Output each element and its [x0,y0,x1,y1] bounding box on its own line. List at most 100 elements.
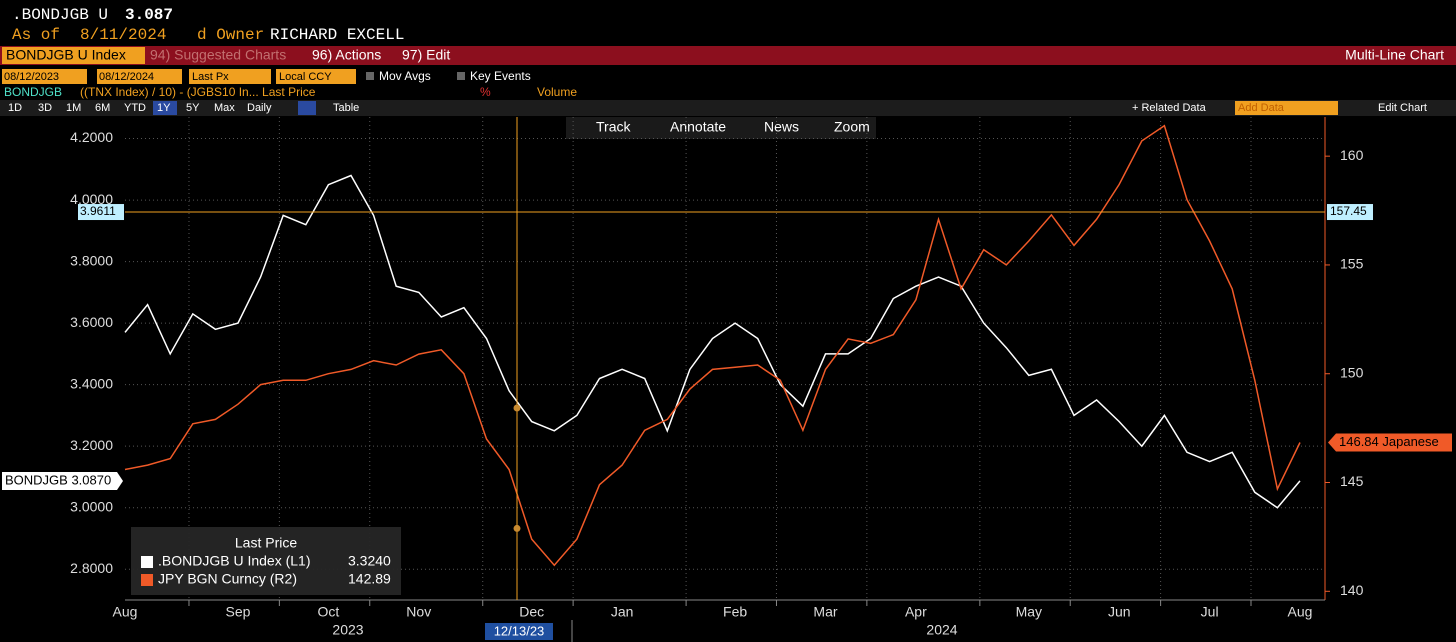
y2-tick-label: 155 [1340,256,1364,272]
series-line [124,174,1301,509]
end-label: 146.84 Japanese [1339,434,1439,449]
menu-item[interactable]: 94) Suggested Charts [150,47,286,63]
field[interactable]: Last Px [192,71,229,83]
period[interactable]: 1Y [157,102,171,114]
study-name: BONDJGB [4,85,62,99]
x-tick-label: May [1016,604,1042,620]
line-style[interactable] [298,101,316,115]
checkbox[interactable] [457,72,465,80]
menu-item[interactable]: 96) Actions [312,47,381,63]
period[interactable]: 3D [38,102,52,114]
y2-tick-label: 140 [1340,582,1364,598]
legend-entry: JPY BGN Curncy (R2) [158,571,297,587]
study-formula: ((TNX Index) / 10) - (JGBS10 In... Last … [80,85,316,99]
period[interactable]: Max [214,102,235,114]
security[interactable]: BONDJGB U Index [6,47,126,63]
tool[interactable]: Track [596,119,631,135]
tool[interactable]: Annotate [670,119,726,135]
x-tick-label: Feb [723,604,747,620]
frequency[interactable]: Daily [247,102,272,114]
crosshair-x-box [485,623,553,640]
crosshair-y-box [78,204,124,221]
legend-value: 142.89 [348,571,391,587]
date-field[interactable] [2,69,87,84]
x-tick-label: Oct [317,604,339,620]
y-tick-label: 3.4000 [70,375,113,391]
owner-label: d Owner [197,26,264,44]
y-tick-label: 3.8000 [70,252,113,268]
end-box [2,471,123,490]
y-tick-label: 4.2000 [70,129,113,145]
end-date[interactable]: 08/12/2024 [99,71,154,83]
field-select[interactable] [189,69,271,84]
x-tick-label: Jul [1201,604,1219,620]
crosshair-y2-box [1327,204,1373,221]
legend-swatch [141,574,153,586]
tool[interactable]: Zoom [834,119,870,135]
edit-chart[interactable]: Edit Chart [1378,102,1427,114]
as-of-label: As of [12,26,60,44]
period[interactable]: 6M [95,102,110,114]
ticker: .BONDJGB U [12,6,108,24]
legend-entry: .BONDJGB U Index (L1) [158,553,311,569]
security-field[interactable] [2,47,145,64]
add-data[interactable]: Add Data [1238,102,1285,114]
series-line [124,124,1301,567]
tool[interactable]: News [764,119,799,135]
legend-box [131,527,401,595]
year-label: 2024 [926,622,957,638]
x-tick-label: Apr [905,604,927,620]
legend-title: Last Price [235,535,297,551]
table[interactable]: Table [333,102,359,114]
end-label: BONDJGB 3.0870 [5,472,111,487]
legend-value: 3.3240 [348,553,391,569]
menu-item[interactable]: 97) Edit [402,47,450,63]
x-tick-label: Aug [1288,604,1313,620]
checkbox[interactable] [366,72,374,80]
crosshair-dot [513,404,521,412]
x-tick-label: Mar [813,604,837,620]
period-active [153,101,177,115]
x-tick-label: Dec [519,604,544,620]
year-label: 2023 [332,622,363,638]
as-of-date: 8/11/2024 [80,26,166,44]
y2-tick-label: 160 [1340,147,1364,163]
period[interactable]: 1M [66,102,81,114]
mov-avgs[interactable]: Mov Avgs [379,69,431,83]
crosshair-x-label: 12/13/23 [494,623,545,638]
date-field[interactable] [97,69,182,84]
x-tick-label: Aug [113,604,138,620]
period[interactable]: 5Y [186,102,200,114]
y2-tick-label: 150 [1340,364,1364,380]
period[interactable]: 1D [8,102,22,114]
related-data[interactable]: + Related Data [1132,102,1207,114]
x-tick-label: Nov [406,604,431,620]
percent: % [480,85,491,99]
start-date[interactable]: 08/12/2023 [4,71,59,83]
x-tick-label: Jun [1108,604,1131,620]
last-value: 3.087 [125,6,173,24]
y-tick-label: 3.6000 [70,314,113,330]
tool-bar [566,117,876,139]
add-data-field[interactable] [1235,101,1338,115]
ccy-select[interactable] [276,69,356,84]
y-tick-label: 2.8000 [70,560,113,576]
crosshair-y-label: 3.9611 [80,204,116,218]
currency[interactable]: Local CCY [279,71,332,83]
end-box [1328,433,1452,452]
chart-kind: Multi-Line Chart [1345,47,1444,63]
toolbar [0,100,1456,116]
y-tick-label: 3.0000 [70,498,113,514]
key-events[interactable]: Key Events [470,69,531,83]
period[interactable]: YTD [124,102,146,114]
menu-bar [0,46,1456,65]
owner: RICHARD EXCELL [270,26,404,44]
y2-tick-label: 145 [1340,473,1364,489]
volume: Volume [537,85,577,99]
crosshair-dot [513,524,521,532]
y-tick-label: 4.0000 [70,191,113,207]
y-tick-label: 3.2000 [70,437,113,453]
x-tick-label: Jan [611,604,634,620]
x-tick-label: Sep [226,604,251,620]
